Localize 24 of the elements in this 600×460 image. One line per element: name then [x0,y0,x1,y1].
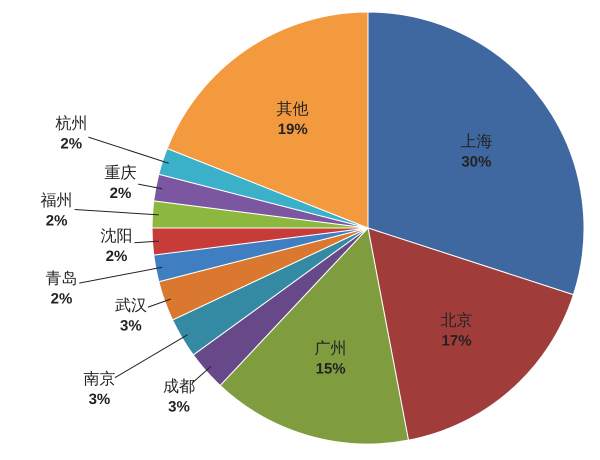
data-label: 2% [50,290,72,308]
slice-label: 北京 [440,311,473,330]
slice-label: 成都 [162,378,195,396]
data-label: 19% [278,121,308,138]
data-label: 2% [46,212,68,230]
slice-label: 其他 [276,100,309,118]
data-label: 17% [442,332,472,350]
slice-label: 武汉 [114,296,147,314]
slice-label: 上海 [460,132,492,150]
data-label: 2% [110,184,132,202]
slice-label: 青岛 [46,269,78,288]
slice-label: 沈阳 [100,226,132,245]
slice-label: 南京 [83,370,116,388]
slice-label: 杭州 [54,114,88,133]
data-label: 3% [120,317,142,334]
data-label: 3% [168,398,190,416]
data-label: 3% [88,390,110,408]
data-label: 30% [461,153,492,170]
data-label: 15% [316,360,346,378]
slice-label: 福州 [40,191,73,210]
data-label: 2% [106,248,128,265]
data-label: 2% [60,136,82,153]
slice-label: 广州 [314,340,347,358]
slice-label: 重庆 [104,164,136,182]
